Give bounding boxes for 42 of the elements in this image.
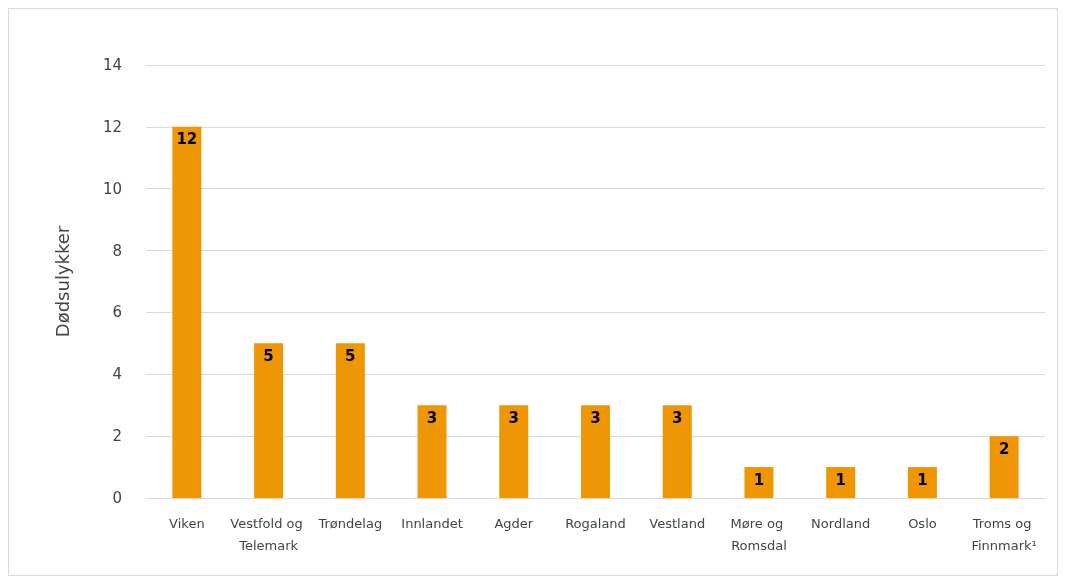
- data-label: 2: [998, 439, 1010, 458]
- x-tick-label: Møre og Romsdal: [730, 515, 788, 553]
- y-tick-label: 2: [112, 427, 122, 446]
- bar: [254, 343, 284, 498]
- y-tick-label: 12: [102, 117, 122, 136]
- data-label: 3: [426, 408, 438, 427]
- bar: [499, 405, 529, 498]
- data-label: 3: [508, 408, 519, 427]
- x-tick-label: Viken: [169, 515, 205, 531]
- bar: [417, 405, 447, 498]
- data-label: 12: [176, 130, 198, 149]
- x-tick-label: Trøndelag: [317, 515, 383, 531]
- bar: [662, 405, 692, 498]
- bar: [581, 405, 610, 498]
- x-tick-label: Rogaland: [565, 515, 626, 531]
- data-label: 1: [753, 470, 765, 489]
- data-label: 3: [590, 408, 601, 427]
- y-tick-label: 8: [112, 241, 122, 260]
- bar: [335, 343, 365, 498]
- bar: [744, 467, 774, 498]
- x-tick-label: Agder: [494, 515, 534, 531]
- bar: [907, 467, 937, 498]
- bar: [826, 467, 856, 498]
- data-label: 3: [672, 408, 683, 427]
- x-tick-label: Innlandet: [401, 515, 463, 531]
- x-tick-label: Oslo: [908, 515, 937, 531]
- y-tick-label: 0: [112, 489, 122, 507]
- bar: [989, 436, 1019, 498]
- data-label: 5: [345, 346, 356, 365]
- y-tick-label: 6: [112, 303, 122, 322]
- y-tick-label: 10: [102, 179, 122, 198]
- y-tick-label: 4: [112, 365, 122, 384]
- x-tick-label: Vestfold og Telemark: [230, 515, 307, 553]
- x-tick-label: Nordland: [811, 515, 871, 531]
- data-label: 5: [263, 346, 274, 365]
- x-tick-label: Troms og Finnmark¹: [971, 515, 1037, 553]
- data-label: 1: [835, 470, 846, 489]
- y-axis-title: Dødsulykker: [51, 225, 73, 338]
- y-tick-label: 14: [102, 56, 122, 74]
- bar: [172, 126, 202, 498]
- x-tick-label: Vestland: [649, 515, 706, 531]
- data-label: 1: [917, 470, 928, 489]
